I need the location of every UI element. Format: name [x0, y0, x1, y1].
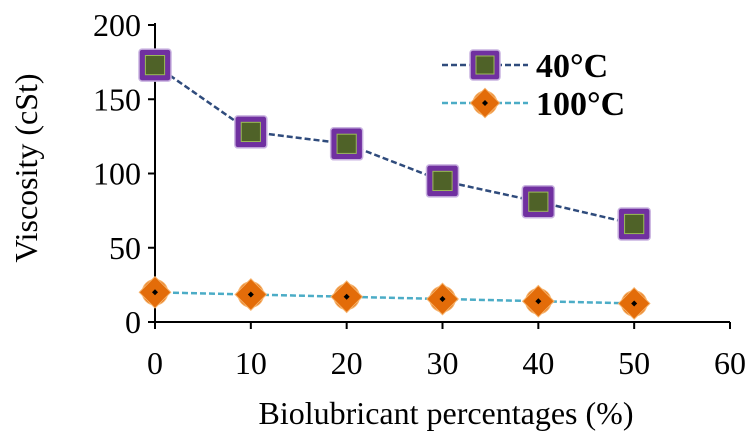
point-fill: [432, 170, 453, 192]
point-fill: [240, 121, 261, 143]
point-center: [247, 291, 254, 298]
series-1: [138, 48, 651, 241]
series-point: [617, 286, 651, 320]
x-tick-label: 50: [618, 345, 650, 381]
point-center: [482, 100, 488, 106]
y-tick-label: 200: [93, 7, 141, 43]
series-point: [234, 278, 268, 311]
x-tick-label: 60: [714, 345, 746, 381]
series-point: [425, 164, 460, 198]
series-line: [154, 291, 635, 305]
y-tick-label: 100: [93, 156, 141, 192]
point-center: [343, 293, 350, 300]
y-tick-label: 150: [93, 81, 141, 117]
series-point: [617, 207, 651, 241]
series-point: [234, 115, 268, 149]
point-fill: [336, 133, 357, 154]
axes: 0 50 100 150 200 0 10 20 30 40 50 60: [93, 7, 746, 381]
legend-item: 40°C: [442, 48, 608, 85]
y-tick-label: 0: [125, 304, 141, 340]
point-fill: [528, 191, 549, 212]
point-fill: [624, 213, 645, 235]
series-point: [426, 282, 459, 316]
series-point: [138, 48, 172, 82]
x-tick-label: 0: [147, 345, 163, 381]
legend-label: 100°C: [536, 86, 625, 123]
series-2: [138, 275, 651, 320]
x-tick-label: 10: [235, 345, 267, 381]
x-axis-label: Biolubricant percentages (%): [259, 395, 634, 431]
series-point: [521, 184, 556, 219]
series-point: [138, 275, 172, 309]
point-fill: [144, 54, 166, 76]
x-tick-label: 40: [522, 345, 554, 381]
y-tick-label: 50: [109, 230, 141, 266]
series-point: [330, 280, 364, 314]
point-center: [631, 300, 638, 307]
x-tick-label: 20: [331, 345, 363, 381]
legend-label: 40°C: [536, 48, 608, 85]
legend-item: 100°C: [442, 86, 625, 123]
point-center: [439, 295, 446, 302]
y-axis-label: Viscosity (cSt): [8, 73, 44, 262]
series-point: [469, 87, 501, 119]
point-center: [152, 289, 158, 296]
series-point: [469, 49, 501, 81]
series-point: [521, 284, 555, 318]
series-layer: [138, 48, 651, 320]
point-center: [535, 298, 542, 305]
series-point: [329, 127, 364, 161]
x-tick-label: 30: [427, 345, 459, 381]
point-fill: [475, 55, 495, 75]
series-line: [154, 64, 635, 226]
